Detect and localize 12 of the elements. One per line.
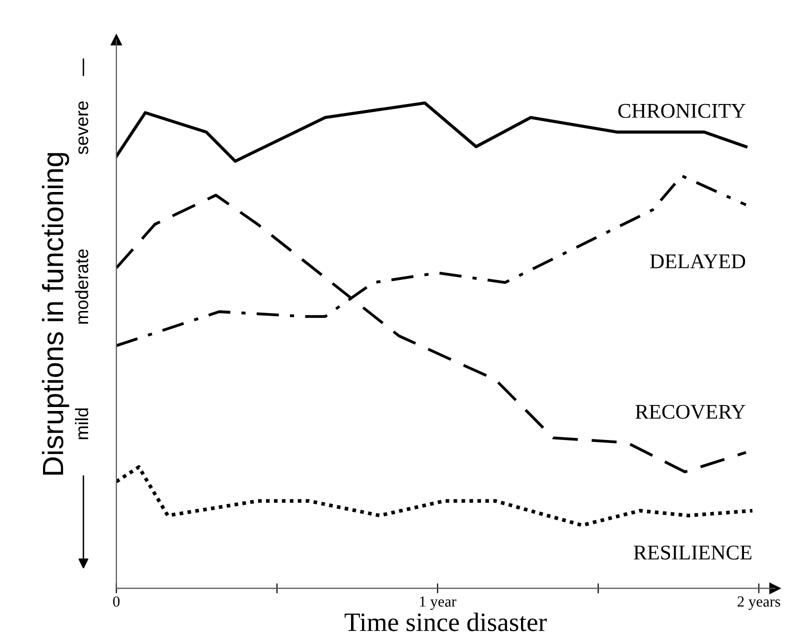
text: moderate <box>75 249 88 324</box>
series-label: DELAYED <box>650 254 746 268</box>
x-tick-label: 2 years <box>738 596 780 610</box>
series-label: RESILIENCE <box>634 546 752 560</box>
y-axis-title: Disruptions in functioning <box>42 153 70 475</box>
series-label: RECOVERY <box>635 404 746 419</box>
text: mild <box>75 408 88 440</box>
x-tick-label: 1 year <box>420 596 456 610</box>
text: severe <box>78 101 88 154</box>
x-axis-title: Time since disaster <box>344 612 547 632</box>
x-tick-label: 0 <box>113 596 120 607</box>
series-label: CHRONICITY <box>618 104 746 118</box>
